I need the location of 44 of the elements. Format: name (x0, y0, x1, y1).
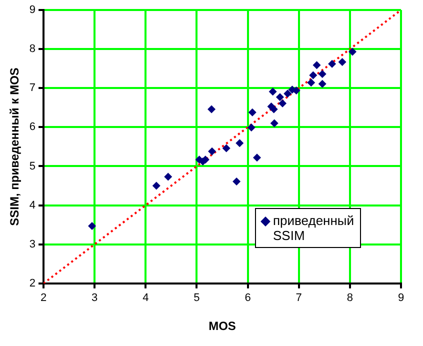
y-tick-label: 6 (29, 121, 36, 134)
point (270, 119, 278, 128)
y-tick-label: 4 (29, 199, 36, 212)
point (318, 70, 326, 78)
y-tick-label: 8 (29, 43, 36, 56)
point (248, 108, 256, 116)
x-tick-label: 9 (398, 292, 404, 304)
y-tick-label: 7 (29, 82, 36, 94)
point (307, 78, 316, 87)
point (247, 124, 256, 132)
y-tick-label: 2 (29, 277, 36, 290)
y-axis-title: SSIM, приведенный к MOS (8, 68, 22, 226)
point (276, 93, 284, 102)
point (152, 182, 160, 190)
point (252, 154, 261, 162)
point (312, 61, 321, 70)
point (318, 80, 326, 88)
x-tick-label: 8 (346, 292, 353, 304)
point (348, 48, 356, 56)
point (232, 177, 241, 186)
x-tick-label: 2 (40, 292, 47, 304)
point (208, 147, 216, 156)
point (338, 58, 346, 66)
point (284, 90, 292, 98)
y-tick-label: 3 (29, 238, 36, 250)
point (208, 105, 216, 114)
x-tick-label: 4 (142, 292, 149, 304)
x-tick-label: 5 (194, 292, 200, 304)
y-tick-label: 5 (29, 160, 36, 172)
point (278, 99, 287, 108)
point (222, 144, 230, 152)
point (164, 172, 172, 181)
point (309, 71, 318, 80)
point (88, 222, 96, 230)
point (268, 88, 277, 96)
point (236, 139, 244, 148)
x-tick-label: 6 (244, 292, 251, 304)
x-tick-label: 3 (92, 292, 98, 304)
x-axis-title: MOS (208, 319, 236, 334)
point (328, 60, 336, 68)
point (267, 102, 276, 110)
legend-label: приведенный SSIM (273, 213, 354, 244)
y-tick-label: 9 (29, 4, 36, 16)
x-tick-label: 7 (296, 292, 302, 304)
